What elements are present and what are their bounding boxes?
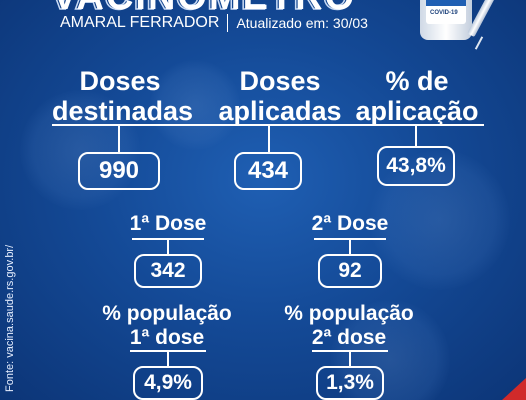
doses-destinadas-value: 990 bbox=[78, 152, 160, 190]
first-dose-stem bbox=[167, 238, 169, 254]
population-first-dose-label: % população 1ª dose bbox=[92, 302, 242, 349]
banner-title: VACINÔMETRO bbox=[52, 0, 356, 19]
first-dose-label: 1ª Dose bbox=[129, 212, 207, 235]
population-second-dose-stem bbox=[349, 350, 351, 366]
percent-aplicacao-value: 43,8% bbox=[377, 146, 455, 186]
first-dose-value: 342 bbox=[134, 254, 202, 288]
doses-destinadas-label: Doses destinadas bbox=[52, 66, 194, 127]
header-line: AMARAL FERRADOR Atualizado em: 30/03 bbox=[60, 14, 368, 32]
vaccine-vial-icon: COVID-19 bbox=[420, 0, 472, 40]
banner-title-outline: VACINÔMETRO bbox=[49, 0, 354, 19]
municipality-name: AMARAL FERRADOR bbox=[60, 14, 220, 31]
vial-label-band bbox=[426, 0, 466, 6]
doses-aplicadas-label-line2: aplicadas bbox=[218, 96, 342, 127]
population-second-dose-label-line1: % população bbox=[284, 302, 414, 325]
second-dose-label: 2ª Dose bbox=[311, 212, 389, 235]
second-dose-stem bbox=[349, 238, 351, 254]
vial-label-text: COVID-19 bbox=[430, 10, 458, 16]
vial-label: COVID-19 bbox=[426, 0, 466, 24]
connector-stem bbox=[268, 124, 270, 152]
population-second-dose-label: % população 2ª dose bbox=[274, 302, 424, 349]
population-first-dose-label-line1: % população bbox=[102, 302, 232, 325]
doses-destinadas-label-line1: Doses bbox=[79, 66, 161, 96]
corner-accent bbox=[502, 378, 526, 400]
connector-stem bbox=[415, 124, 417, 146]
syringe-needle-icon bbox=[474, 36, 484, 50]
second-dose-value: 92 bbox=[318, 254, 382, 288]
virus-decoration bbox=[150, 60, 240, 150]
header-separator bbox=[227, 14, 229, 32]
percent-aplicacao-label: % de aplicação bbox=[352, 66, 482, 126]
virus-decoration bbox=[370, 150, 510, 290]
percent-aplicacao-label-line2: aplicação bbox=[355, 96, 479, 127]
doses-aplicadas-label: Doses aplicadas bbox=[206, 66, 354, 126]
population-first-dose-value: 4,9% bbox=[133, 366, 203, 400]
virus-decoration bbox=[20, 90, 140, 210]
population-first-dose-label-line2: 1ª dose bbox=[129, 325, 205, 349]
percent-aplicacao-label-line1: % de bbox=[385, 66, 449, 96]
updated-date: Atualizado em: 30/03 bbox=[236, 15, 368, 31]
source-credit: Fonte: vacina.saude.rs.gov.br/ bbox=[4, 244, 16, 392]
doses-aplicadas-value: 434 bbox=[234, 152, 302, 190]
population-first-dose-stem bbox=[167, 350, 169, 366]
population-second-dose-label-line2: 2ª dose bbox=[311, 325, 387, 349]
population-second-dose-value: 1,3% bbox=[316, 366, 384, 400]
connector-stem bbox=[118, 124, 120, 152]
doses-aplicadas-label-line1: Doses bbox=[239, 66, 321, 96]
doses-destinadas-label-line2: destinadas bbox=[52, 96, 194, 127]
